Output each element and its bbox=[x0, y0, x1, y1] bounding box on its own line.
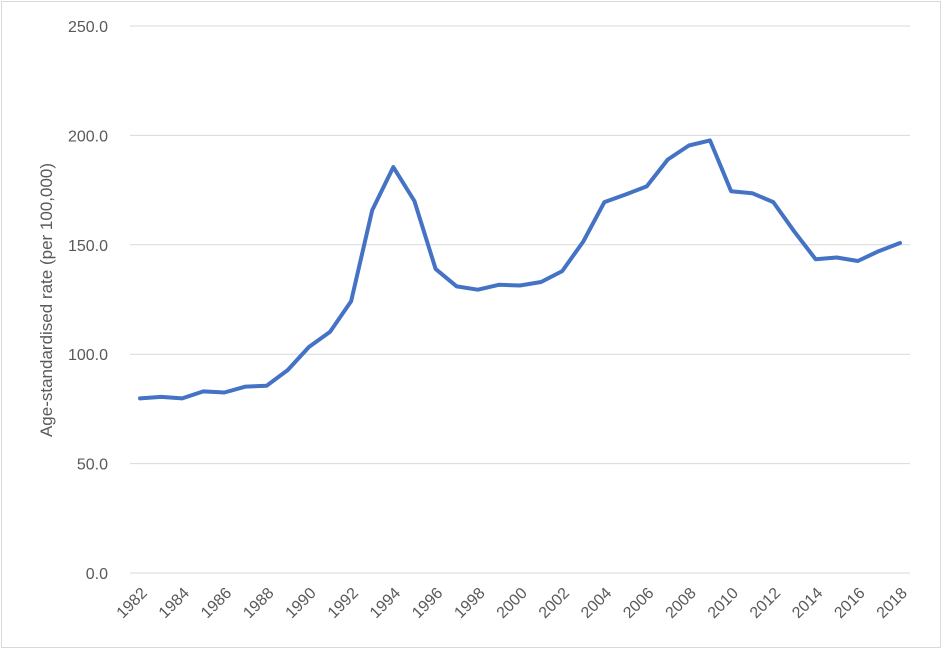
y-tick-label: 100.0 bbox=[68, 347, 108, 364]
x-tick-label: 1998 bbox=[451, 585, 488, 622]
x-tick-label: 2002 bbox=[536, 585, 573, 622]
x-tick-label: 2012 bbox=[747, 585, 784, 622]
x-tick-label: 2006 bbox=[620, 585, 657, 622]
y-tick-label: 250.0 bbox=[68, 19, 108, 36]
x-tick-label: 2000 bbox=[494, 585, 531, 622]
x-tick-label: 1992 bbox=[325, 585, 362, 622]
x-tick-label: 1996 bbox=[409, 585, 446, 622]
x-tick-label: 2004 bbox=[578, 585, 615, 622]
y-tick-label: 50.0 bbox=[77, 457, 108, 474]
x-tick-label: 1988 bbox=[240, 585, 277, 622]
x-tick-label: 1982 bbox=[114, 585, 151, 622]
x-tick-label: 2014 bbox=[789, 585, 826, 622]
x-tick-label: 2016 bbox=[831, 585, 868, 622]
series-line bbox=[138, 138, 902, 401]
y-tick-label: 0.0 bbox=[86, 566, 108, 583]
x-tick-label: 2008 bbox=[663, 585, 700, 622]
x-tick-label: 1984 bbox=[156, 585, 193, 622]
x-tick-label: 1990 bbox=[283, 585, 320, 622]
x-tick-label: 2018 bbox=[874, 585, 911, 622]
x-tick-labels: 1982 1984 1986 1988 1990 1992 1994 1996 1998 2000… bbox=[114, 585, 911, 622]
y-tick-labels: 0.0 50.0 100.0 150.0 200.0 250.0 bbox=[68, 19, 108, 583]
x-tick-label: 2010 bbox=[705, 585, 742, 622]
y-axis-title: Age-standardised rate (per 100,000) bbox=[37, 163, 56, 437]
y-tick-label: 200.0 bbox=[68, 128, 108, 145]
gridlines bbox=[130, 25, 910, 574]
x-tick-label: 1986 bbox=[198, 585, 235, 622]
y-tick-label: 150.0 bbox=[68, 238, 108, 255]
series-layer bbox=[138, 138, 902, 401]
x-tick-label: 1994 bbox=[367, 585, 404, 622]
